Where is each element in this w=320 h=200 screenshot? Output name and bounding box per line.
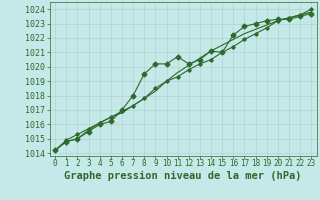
X-axis label: Graphe pression niveau de la mer (hPa): Graphe pression niveau de la mer (hPa) — [64, 171, 302, 181]
